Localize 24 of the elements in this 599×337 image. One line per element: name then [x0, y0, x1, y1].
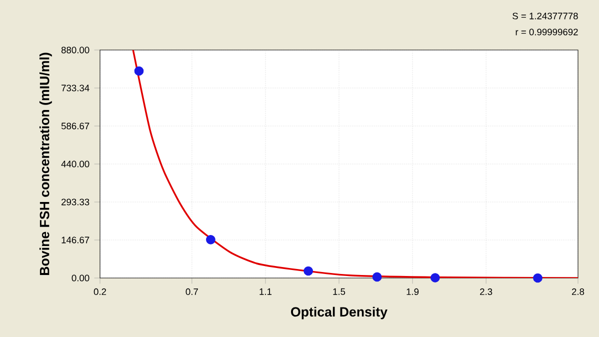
y-tick-label: 440.00: [61, 160, 90, 168]
x-tick-label: 1.5: [333, 288, 346, 295]
x-axis-title: Optical Density: [291, 306, 388, 320]
x-tick-label: 2.8: [572, 288, 584, 295]
x-tick-label: 1.1: [260, 288, 272, 295]
x-tick-label: 0.2: [94, 288, 106, 295]
y-tick-label: 0.00: [72, 274, 90, 282]
y-tick-label: 293.33: [62, 198, 90, 206]
x-tick-label: 0.7: [186, 288, 198, 295]
text: r = 0.99999692: [516, 28, 578, 36]
point: [304, 266, 313, 276]
point: [533, 273, 542, 283]
y-tick-label: 586.67: [61, 122, 90, 130]
point: [372, 272, 382, 282]
x-tick-label: 1.9: [406, 288, 419, 295]
text: S = 1.24377778: [512, 12, 578, 20]
y-tick-label: 146.67: [62, 236, 90, 244]
point: [206, 234, 216, 244]
y-tick-label: 880.00: [61, 46, 90, 54]
point: [430, 273, 440, 282]
y-axis-title: Bovine FSH concentration (mIU/ml): [39, 52, 52, 275]
y-tick-label: 733.34: [62, 84, 90, 92]
x-tick-label: 2.3: [480, 288, 492, 295]
point: [134, 66, 144, 76]
